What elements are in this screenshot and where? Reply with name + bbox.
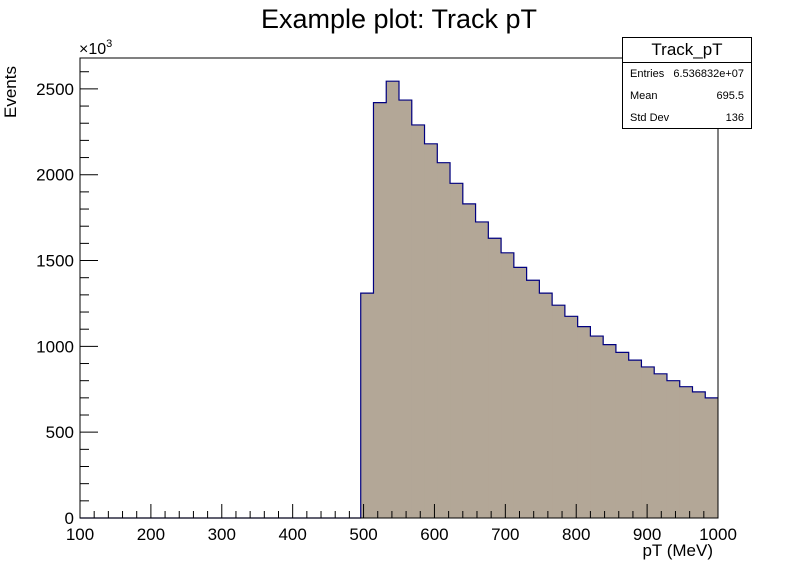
histogram-bar <box>399 100 413 518</box>
histogram-bar <box>450 183 464 518</box>
histogram-bar <box>590 336 604 518</box>
histogram-bar <box>424 143 438 518</box>
histogram-bar <box>692 391 706 518</box>
x-tick-label: 800 <box>562 525 590 544</box>
histogram-bar <box>411 124 426 518</box>
histogram-bar <box>654 373 668 518</box>
y-axis-label: Events <box>1 66 20 118</box>
histogram-bar <box>475 221 489 518</box>
y-multiplier: ×103 <box>79 38 112 58</box>
stats-row-stddev: Std Dev 136 <box>623 107 751 129</box>
x-tick-label: 700 <box>491 525 519 544</box>
plot-frame <box>79 57 719 519</box>
histogram-bar <box>513 267 528 518</box>
y-multiplier-base: ×10 <box>79 41 106 58</box>
histogram-bar <box>615 352 630 518</box>
histogram-bar <box>679 386 693 518</box>
histogram <box>80 80 719 519</box>
chart-title: Example plot: Track pT <box>261 4 537 34</box>
histogram-bar <box>386 81 400 519</box>
histogram-bar <box>564 316 579 518</box>
y-tick-label: 2500 <box>36 80 74 99</box>
histogram-bar <box>552 305 566 518</box>
histogram-bar <box>488 238 502 518</box>
stats-label: Entries <box>630 68 665 80</box>
stats-value: 136 <box>725 112 744 124</box>
y-tick-label: 500 <box>46 423 74 442</box>
y-tick-label: 2000 <box>36 166 74 185</box>
x-tick-label: 600 <box>420 525 448 544</box>
histogram-bar <box>360 293 374 518</box>
histogram-bar <box>705 397 719 518</box>
stats-label: Std Dev <box>630 112 670 124</box>
histogram-bar <box>577 326 591 518</box>
stats-value: 695.5 <box>716 90 744 102</box>
histogram-bar <box>641 366 655 518</box>
histogram-bar <box>437 162 451 519</box>
histogram-bar <box>539 293 553 518</box>
histogram-bar <box>501 252 515 519</box>
stats-row-entries: Entries 6.536832e+07 <box>623 63 751 85</box>
x-axis-label: pT (MeV) <box>642 541 713 560</box>
stats-label: Mean <box>630 90 658 102</box>
histogram-bar <box>628 360 642 518</box>
stats-title: Track_pT <box>623 38 751 63</box>
histogram-bar <box>603 344 617 518</box>
stats-value: 6.536832e+07 <box>673 68 744 80</box>
stats-box: Track_pT Entries 6.536832e+07 Mean 695.5… <box>622 37 752 129</box>
x-tick-label: 1000 <box>699 525 737 544</box>
x-tick-label: 400 <box>278 525 306 544</box>
x-tick-label: 500 <box>349 525 377 544</box>
histogram-bar <box>373 102 387 519</box>
y-tick-label: 1000 <box>36 337 74 356</box>
histogram-bar <box>526 280 540 518</box>
stats-row-mean: Mean 695.5 <box>623 85 751 107</box>
histogram-bar <box>666 380 681 518</box>
x-tick-label: 200 <box>137 525 165 544</box>
y-tick-label: 1500 <box>36 252 74 271</box>
x-tick-label: 300 <box>208 525 236 544</box>
y-multiplier-exponent: 3 <box>106 38 112 50</box>
y-tick-label: 0 <box>65 509 74 528</box>
x-tick-label: 900 <box>633 525 661 544</box>
x-tick-label: 100 <box>66 525 94 544</box>
histogram-bar <box>462 203 477 519</box>
axes: 100 200 300 400 500 600 700 800 900 1000 0 500 1000 1… <box>36 57 737 544</box>
